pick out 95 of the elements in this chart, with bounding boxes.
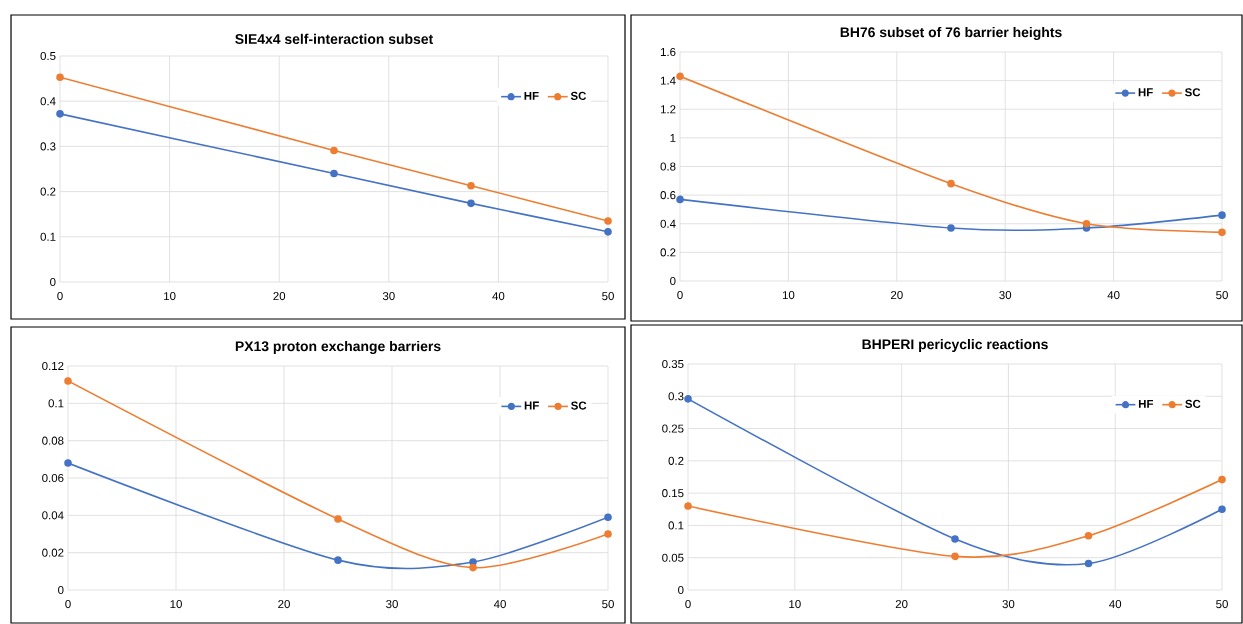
x-tick-label: 10 <box>164 292 176 301</box>
x-tick-label: 20 <box>895 600 908 609</box>
x-tick-label: 40 <box>493 600 506 609</box>
y-tick-label: 0.1 <box>48 399 64 408</box>
point <box>330 169 338 178</box>
x-tick-label: 10 <box>789 600 801 609</box>
point <box>951 535 959 543</box>
point <box>604 513 612 521</box>
legend-label: HF <box>524 401 539 410</box>
point <box>1218 475 1226 484</box>
point <box>467 199 475 208</box>
y-tick-label: 0 <box>58 585 64 595</box>
y-tick-label: 0.04 <box>42 511 64 520</box>
y-tick-label: 0.2 <box>660 248 676 257</box>
chart-title: PX13 proton exchange barriers <box>235 340 441 354</box>
y-tick-label: 0.25 <box>662 424 684 433</box>
legend-label: HF <box>1138 88 1153 97</box>
y-tick-label: 0.2 <box>40 187 56 196</box>
y-tick-label: 0.5 <box>40 51 56 61</box>
chart-title: SIE4x4 self-interaction subset <box>235 33 434 45</box>
point <box>469 563 477 572</box>
y-tick-label: 0.1 <box>40 232 56 241</box>
point <box>684 395 692 403</box>
point <box>467 181 475 190</box>
y-tick-label: 0.08 <box>42 436 64 445</box>
y-tick-label: 0 <box>50 277 56 287</box>
y-tick-label: 0.15 <box>662 489 684 498</box>
x-tick-label: 20 <box>278 600 290 609</box>
y-tick-label: 0.1 <box>668 521 684 530</box>
y-tick-label: 1.6 <box>660 47 676 57</box>
point <box>947 224 955 232</box>
legend-label: SC <box>570 91 587 100</box>
legend-label: SC <box>1185 399 1201 408</box>
y-tick-label: 0.05 <box>662 553 684 562</box>
point <box>676 195 684 204</box>
point <box>947 179 955 188</box>
point <box>64 377 72 385</box>
x-tick-label: 30 <box>1002 600 1015 609</box>
point <box>1084 559 1093 568</box>
x-tick-label: 20 <box>891 291 903 300</box>
y-tick-label: 0.06 <box>42 473 64 483</box>
x-tick-label: 20 <box>273 292 286 301</box>
point <box>1218 228 1226 237</box>
x-tick-label: 10 <box>782 291 795 300</box>
x-tick-label: 10 <box>170 600 182 609</box>
point <box>330 146 338 155</box>
point <box>604 530 612 538</box>
y-tick-label: 1 <box>670 133 676 142</box>
x-tick-label: 40 <box>1107 291 1120 300</box>
point <box>469 558 477 566</box>
x-tick-label: 30 <box>999 291 1012 300</box>
legend-label: HF <box>524 91 539 100</box>
legend-label: HF <box>1138 399 1154 408</box>
y-tick-label: 0.3 <box>668 392 684 401</box>
y-tick-label: 0.3 <box>40 142 56 151</box>
x-tick-label: 50 <box>1216 600 1228 609</box>
x-tick-label: 30 <box>382 292 395 301</box>
y-tick-label: 0 <box>670 276 676 286</box>
point <box>604 217 612 225</box>
legend-label: SC <box>1184 88 1201 97</box>
point <box>56 73 64 82</box>
y-tick-label: 1.4 <box>660 76 676 85</box>
x-tick-label: 50 <box>1216 291 1228 300</box>
y-tick-label: 0.12 <box>42 361 64 371</box>
point <box>604 228 612 236</box>
y-tick-label: 0.02 <box>42 548 64 557</box>
x-tick-label: 40 <box>1109 600 1122 609</box>
x-tick-label: 30 <box>386 600 398 609</box>
point <box>951 552 959 561</box>
y-tick-label: 0.8 <box>660 162 676 171</box>
x-tick-label: 50 <box>602 600 614 609</box>
x-tick-label: 50 <box>602 292 614 301</box>
x-tick-label: 0 <box>65 600 71 609</box>
y-tick-label: 0 <box>678 585 684 595</box>
y-tick-label: 0.35 <box>662 359 684 369</box>
y-tick-label: 1.2 <box>660 105 676 114</box>
chart-title: BH76 subset of 76 barrier heights <box>840 26 1062 40</box>
legend-label: SC <box>571 401 587 410</box>
point <box>334 556 342 564</box>
y-tick-label: 0.4 <box>40 97 56 106</box>
point <box>56 110 64 118</box>
point <box>1082 219 1091 228</box>
y-tick-label: 0.2 <box>668 456 684 465</box>
point <box>64 459 72 467</box>
point <box>1218 505 1226 514</box>
x-tick-label: 40 <box>492 292 505 301</box>
point <box>676 72 684 81</box>
chart-title: BHPERI pericyclic reactions <box>862 339 1048 352</box>
x-tick-label: 0 <box>685 600 691 609</box>
point <box>1218 211 1226 219</box>
point <box>684 502 692 510</box>
point <box>334 515 342 523</box>
y-tick-label: 0.4 <box>660 219 676 228</box>
point <box>1084 531 1093 540</box>
y-tick-label: 0.6 <box>660 191 676 200</box>
